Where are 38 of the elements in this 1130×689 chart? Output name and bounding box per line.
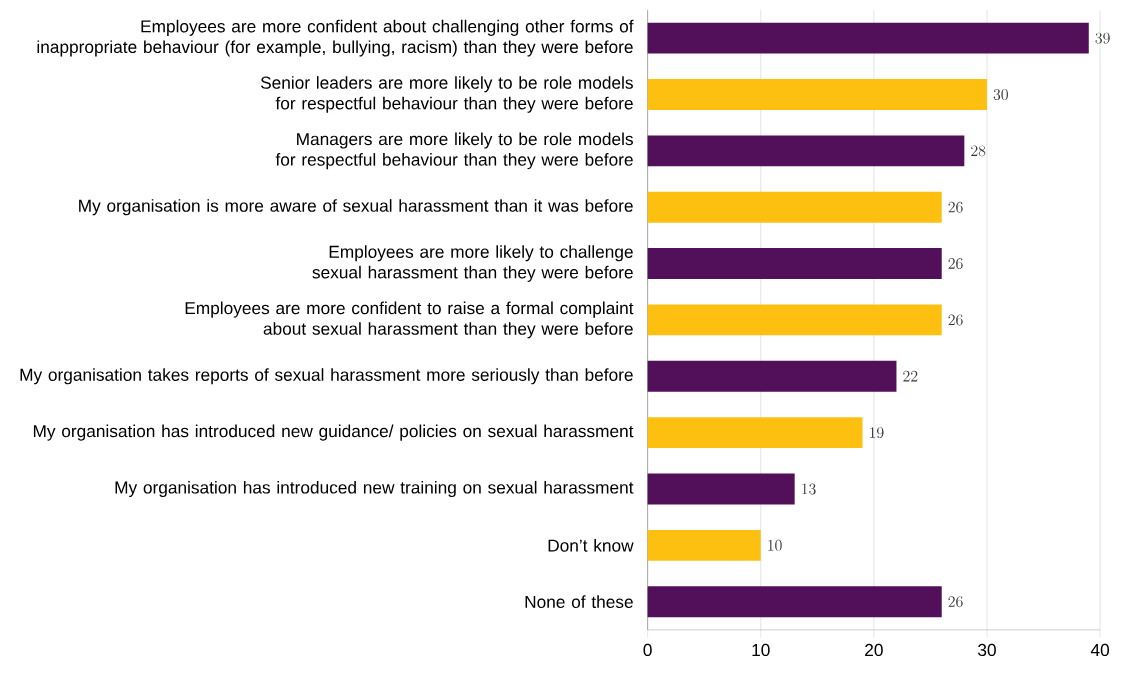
x-tick-label: 30 bbox=[978, 644, 996, 657]
x-tick-label: 10 bbox=[752, 644, 770, 657]
y-tick-label: Employees are more confident about challenging other forms of inappropriate behaviour (for example, bullying, racism) than they were before bbox=[37, 19, 634, 57]
bar bbox=[647, 191, 942, 223]
y-tick-label: My organisation has introduced new guidance/ policies on sexual harassment bbox=[33, 424, 634, 441]
data-label: 26 bbox=[948, 596, 963, 608]
y-tick-label: Managers are more likely to be role models for respectful behaviour than they were before bbox=[275, 132, 633, 170]
data-label: 10 bbox=[768, 540, 782, 551]
y-tick-label: Senior leaders are more likely to be role models for respectful behaviour than they were before bbox=[260, 76, 633, 114]
bar bbox=[647, 248, 942, 280]
data-label: 13 bbox=[802, 483, 816, 495]
data-label: 26 bbox=[948, 258, 963, 270]
bar bbox=[647, 417, 863, 449]
bar bbox=[647, 135, 965, 167]
x-tick-label: 20 bbox=[865, 644, 883, 657]
bar bbox=[647, 360, 897, 392]
data-label: 26 bbox=[948, 314, 963, 326]
y-tick-label: My organisation has introduced new training on sexual harassment bbox=[115, 481, 634, 498]
bar bbox=[647, 586, 942, 618]
data-label: 22 bbox=[903, 370, 918, 382]
bar bbox=[647, 22, 1089, 54]
y-tick-label: Employees are more confident to raise a formal complaint about sexual harassment than they were before bbox=[185, 301, 634, 339]
y-tick-label: None of these bbox=[525, 595, 633, 609]
data-label: 28 bbox=[971, 145, 986, 157]
y-tick-label: My organisation is more aware of sexual harassment than it was before bbox=[79, 199, 633, 216]
bar bbox=[647, 473, 795, 505]
data-label: 19 bbox=[870, 427, 884, 439]
y-tick-label: Employees are more likely to challenge sexual harassment than they were before bbox=[312, 245, 633, 283]
x-tick-label: 0 bbox=[643, 644, 652, 657]
bar bbox=[647, 304, 942, 336]
x-tick-label: 40 bbox=[1090, 644, 1110, 657]
y-tick-label: Don’t know bbox=[548, 539, 634, 552]
bar bbox=[647, 530, 761, 561]
y-tick-label: My organisation takes reports of sexual harassment more seriously than before bbox=[20, 368, 633, 385]
data-label: 30 bbox=[993, 89, 1008, 101]
bar bbox=[647, 79, 987, 111]
data-label: 39 bbox=[1095, 32, 1110, 44]
data-label: 26 bbox=[948, 201, 963, 213]
